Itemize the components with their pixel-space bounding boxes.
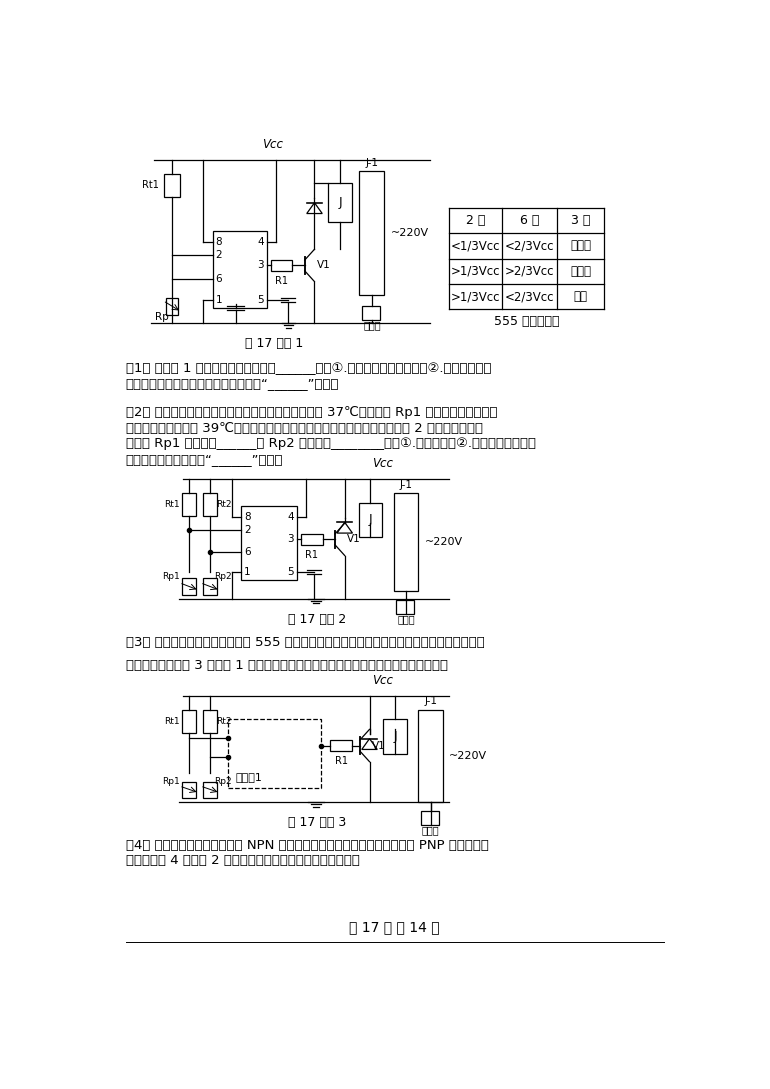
Text: V1: V1	[347, 535, 361, 544]
Text: ~220V: ~220V	[390, 228, 429, 238]
Text: （1） 电路图 1 中的热敏电阳选用的是______（在①.正温度系数热敏电阳；②.负温度系数热: （1） 电路图 1 中的热敏电阳选用的是______（在①.正温度系数热敏电阳；…	[126, 362, 491, 375]
Text: Rt2: Rt2	[216, 717, 232, 725]
Text: 5: 5	[287, 567, 294, 577]
Text: 加热，当温度上升至 39℃时，加热丝并没有停止加热。小明重新设计了如图 2 所示的电路，该: 加热，当温度上升至 39℃时，加热丝并没有停止加热。小明重新设计了如图 2 所示…	[126, 421, 483, 435]
Text: >1/3Vcc: >1/3Vcc	[450, 290, 500, 303]
Text: Rp1: Rp1	[162, 572, 179, 580]
Bar	[182, 493, 196, 516]
Text: 低电平: 低电平	[570, 265, 591, 278]
Text: 适的选项，将序号填入“______”处）；: 适的选项，将序号填入“______”处）；	[126, 453, 283, 465]
Bar	[393, 493, 418, 591]
Bar	[203, 578, 217, 595]
Bar	[420, 811, 439, 825]
Text: <2/3Vcc: <2/3Vcc	[504, 290, 554, 303]
Text: Rt1: Rt1	[164, 717, 180, 725]
Bar	[165, 174, 180, 197]
Text: 高电平: 高电平	[570, 240, 591, 253]
Bar	[213, 231, 266, 308]
Text: V1: V1	[317, 260, 331, 270]
Text: R1: R1	[305, 550, 318, 560]
Text: （4） 电路使用一段时间后发现 NPN 三极管损坏了，现在请你用最少个数的 PNP 型三极管和: （4） 电路使用一段时间后发现 NPN 三极管损坏了，现在请你用最少个数的 PN…	[126, 840, 489, 852]
Text: 第 17 题图 1: 第 17 题图 1	[246, 337, 303, 350]
Text: 8: 8	[216, 237, 223, 247]
Text: 3: 3	[257, 260, 263, 270]
Text: 电热丝: 电热丝	[363, 320, 380, 330]
Text: 4: 4	[257, 237, 263, 247]
Bar	[203, 710, 217, 733]
Bar	[301, 534, 323, 544]
Text: Vcc: Vcc	[373, 457, 393, 470]
Text: ~220V: ~220V	[424, 537, 463, 548]
Text: 请你帮助小明在图 3 虚线框 1 中用最少的与非门完成电路的设计，实现电路的原功能。: 请你帮助小明在图 3 虚线框 1 中用最少的与非门完成电路的设计，实现电路的原功…	[126, 659, 447, 672]
Text: 电热丝: 电热丝	[422, 825, 440, 835]
Text: 3 脚: 3 脚	[571, 213, 591, 227]
Text: Rp: Rp	[156, 311, 169, 321]
Text: R1: R1	[275, 277, 288, 286]
Bar	[270, 260, 293, 271]
Text: Rt1: Rt1	[142, 181, 159, 191]
Text: Rp1: Rp1	[162, 778, 179, 786]
Text: J: J	[338, 196, 342, 209]
Text: J-1: J-1	[400, 479, 413, 489]
Text: 电阳器在图 4 虚线框 2 中重新设计电路，实现电路的原功能。: 电阳器在图 4 虚线框 2 中重新设计电路，实现电路的原功能。	[126, 855, 360, 868]
Text: <1/3Vcc: <1/3Vcc	[450, 240, 500, 253]
Bar	[396, 600, 414, 614]
Text: Vcc: Vcc	[373, 674, 393, 687]
Bar	[203, 782, 217, 797]
Text: 电热丝: 电热丝	[397, 614, 415, 624]
Text: 敏电阳中选择合适的选项，将序号填入“______”处）；: 敏电阳中选择合适的选项，将序号填入“______”处）；	[126, 377, 340, 390]
Text: R1: R1	[335, 756, 347, 767]
Text: 6: 6	[216, 273, 223, 283]
Text: 6: 6	[244, 547, 251, 556]
Text: 1: 1	[244, 567, 251, 577]
Text: （3） 该电路使用一段时间后发现 555 集成芯片损坏了，而手头上还有与非门电路的集成芯片，: （3） 该电路使用一段时间后发现 555 集成芯片损坏了，而手头上还有与非门电路…	[126, 636, 484, 649]
Text: 3: 3	[287, 535, 294, 544]
Bar	[203, 493, 217, 516]
Text: 电路中 Rp1 用于调试______； Rp2 用于调试________（在①.上限温度；②.下限温度中选择合: 电路中 Rp1 用于调试______； Rp2 用于调试________（在①.…	[126, 437, 536, 450]
Text: 第 17 页 共 14 页: 第 17 页 共 14 页	[350, 920, 440, 934]
Text: 2 脚: 2 脚	[466, 213, 485, 227]
Text: 5: 5	[257, 295, 263, 305]
Bar	[182, 782, 196, 797]
Bar	[182, 578, 196, 595]
Text: Rt1: Rt1	[164, 501, 180, 510]
Text: ~220V: ~220V	[450, 751, 487, 761]
Text: >1/3Vcc: >1/3Vcc	[450, 265, 500, 278]
Bar	[383, 719, 407, 754]
Text: 8: 8	[244, 513, 251, 523]
Text: Rp2: Rp2	[214, 778, 232, 786]
Text: J: J	[369, 513, 372, 526]
Bar	[362, 306, 380, 320]
Text: Rp2: Rp2	[214, 572, 232, 580]
Text: J-1: J-1	[424, 696, 437, 706]
Text: Vcc: Vcc	[263, 137, 283, 150]
Text: 第 17 题图 3: 第 17 题图 3	[288, 816, 346, 829]
Text: 4: 4	[287, 513, 294, 523]
Bar	[228, 719, 321, 788]
Text: 第 17 题图 2: 第 17 题图 2	[288, 613, 346, 626]
Text: J: J	[393, 730, 397, 743]
Bar	[418, 710, 444, 803]
Bar	[241, 506, 297, 579]
Text: 6 脚: 6 脚	[520, 213, 539, 227]
Text: 555 芯片功能表: 555 芯片功能表	[494, 316, 559, 329]
Text: 虚线框1: 虚线框1	[236, 772, 263, 782]
Text: Rt2: Rt2	[216, 501, 232, 510]
Text: <2/3Vcc: <2/3Vcc	[504, 240, 554, 253]
Text: 2: 2	[216, 250, 223, 260]
Bar	[360, 171, 384, 295]
Text: V1: V1	[372, 741, 386, 750]
Text: 保持: 保持	[574, 290, 588, 303]
Bar	[329, 183, 352, 221]
Text: >2/3Vcc: >2/3Vcc	[504, 265, 554, 278]
Text: 2: 2	[244, 525, 251, 535]
Text: （2） 小明在调试电路时发现电路有问题，在下限温度 37℃时调试好 Rp1 的阻值使加热丝开始: （2） 小明在调试电路时发现电路有问题，在下限温度 37℃时调试好 Rp1 的阻…	[126, 406, 497, 419]
Bar	[330, 741, 352, 751]
Bar	[166, 297, 179, 315]
Bar	[359, 503, 382, 537]
Bar	[182, 710, 196, 733]
Text: J-1: J-1	[365, 158, 378, 168]
Text: 1: 1	[216, 295, 223, 305]
